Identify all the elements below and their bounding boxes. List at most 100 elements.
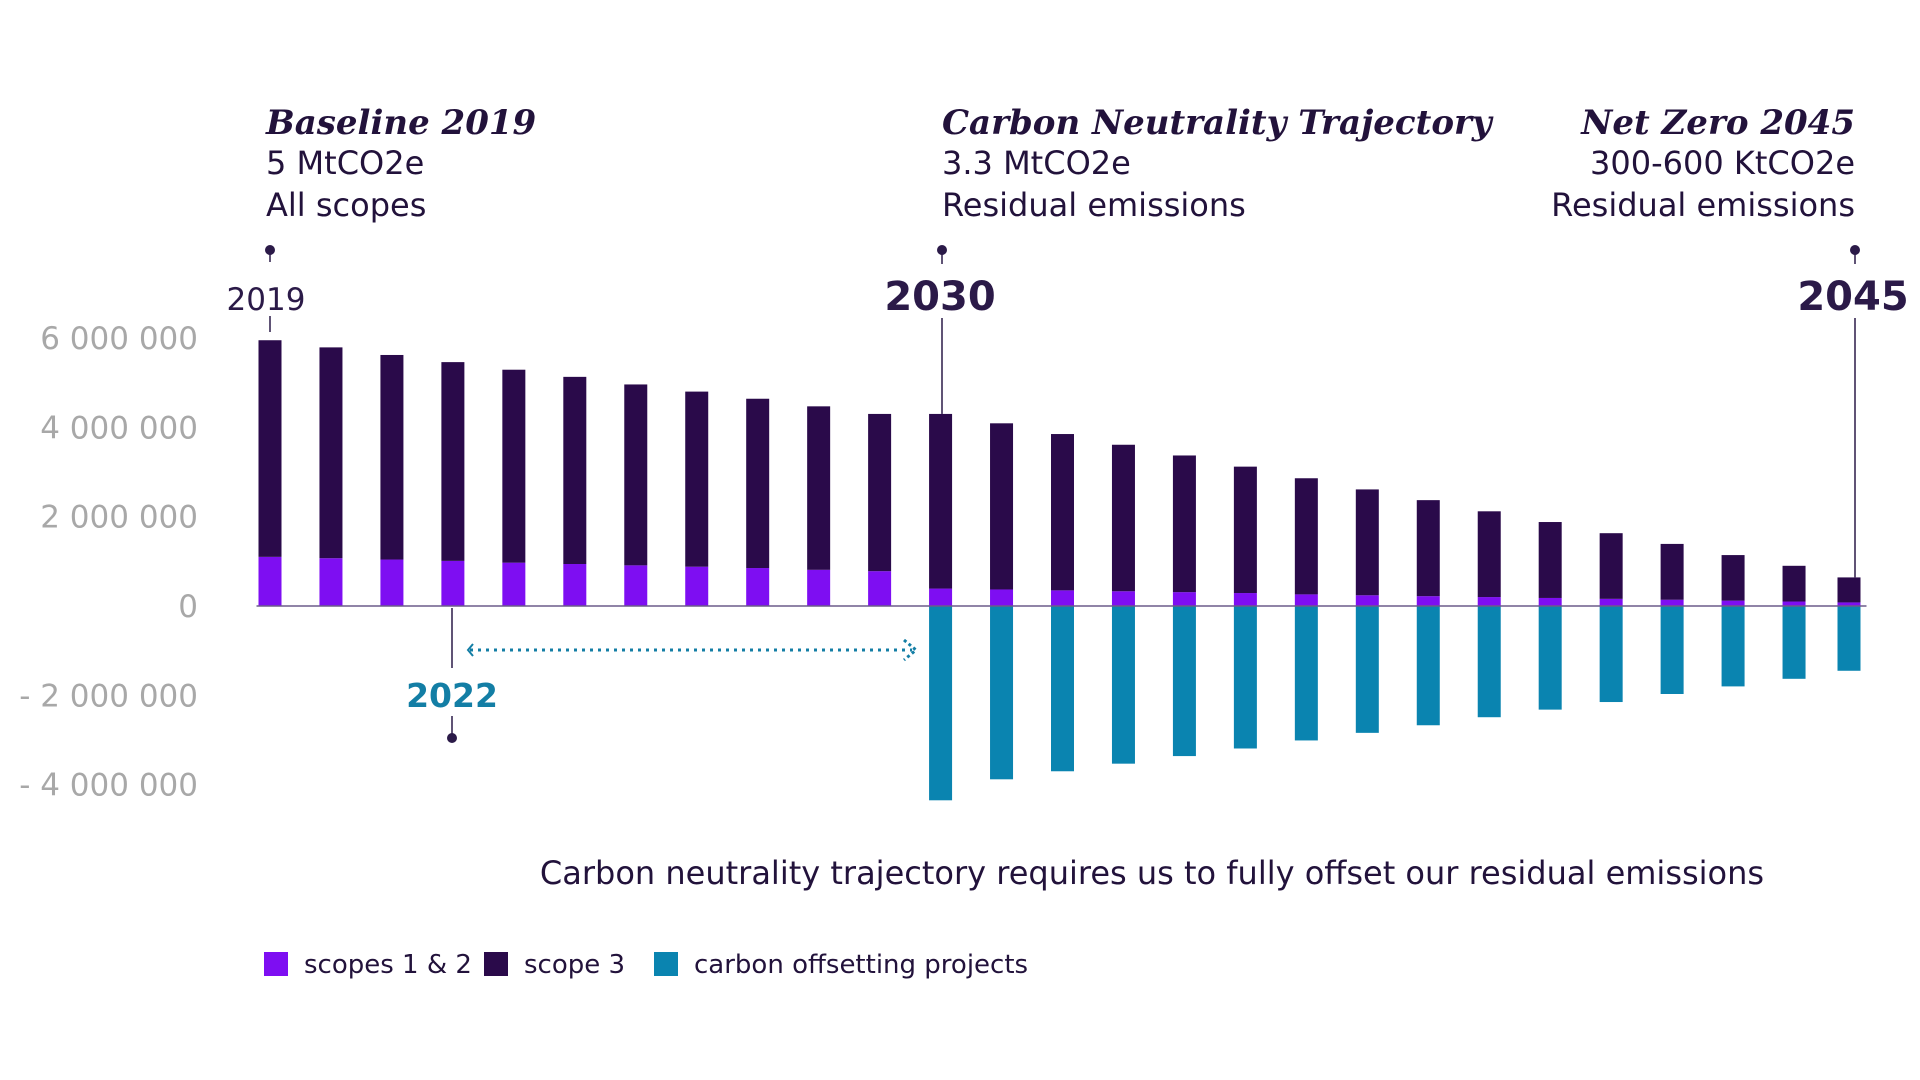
bar-scopes-1-2 xyxy=(1416,596,1440,606)
bar-offsetting xyxy=(1355,606,1379,733)
bar-scopes-1-2 xyxy=(1477,597,1501,606)
bar-offsetting xyxy=(1782,606,1806,679)
legend-swatch xyxy=(654,952,678,976)
bar-offsetting xyxy=(1111,606,1135,764)
bar-offsetting xyxy=(929,606,953,801)
y-tick-label: 0 xyxy=(178,589,198,625)
bar-scope-3 xyxy=(1599,533,1623,599)
trajectory-arrow-head xyxy=(903,638,919,662)
milestone-2019-label: 2019 xyxy=(227,282,306,318)
milestone-2030: 2030 xyxy=(884,245,996,414)
bar-scopes-1-2 xyxy=(380,559,404,606)
bar-scopes-1-2 xyxy=(1660,599,1684,606)
header-netzero: Net Zero 2045 300-600 KtCO2e Residual em… xyxy=(1551,103,1855,224)
bar-scopes-1-2 xyxy=(1172,592,1196,606)
bar-offsetting xyxy=(1660,606,1684,694)
header-neutrality-line1: 3.3 MtCO2e xyxy=(942,144,1131,182)
bar-offsetting xyxy=(1599,606,1623,703)
header-neutrality: Carbon Neutrality Trajectory 3.3 MtCO2e … xyxy=(942,103,1494,224)
header-neutrality-line2: Residual emissions xyxy=(942,186,1246,224)
milestone-2022-dot xyxy=(447,733,457,743)
bar-scopes-1-2 xyxy=(1837,602,1861,606)
bar-scope-3 xyxy=(441,362,465,561)
header-netzero-line1: 300-600 KtCO2e xyxy=(1590,144,1855,182)
bar-scopes-1-2 xyxy=(868,571,892,606)
y-tick-label: 4 000 000 xyxy=(40,410,198,446)
header-netzero-title: Net Zero 2045 xyxy=(1580,103,1855,143)
bar-scope-3 xyxy=(1538,522,1562,598)
chart-legend: scopes 1 & 2 scope 3 carbon offsetting pro… xyxy=(264,950,1028,980)
bar-scope-3 xyxy=(624,384,648,566)
bar-scope-3 xyxy=(1477,511,1501,598)
bar-scopes-1-2 xyxy=(1538,597,1562,606)
bar-scope-3 xyxy=(1294,478,1318,595)
bar-offsetting xyxy=(1051,606,1074,772)
bar-scopes-1-2 xyxy=(1111,591,1135,606)
bar-offsetting xyxy=(1294,606,1318,741)
bar-offsetting xyxy=(1416,606,1440,726)
legend-label: carbon offsetting projects xyxy=(694,950,1028,980)
bar-scopes-1-2 xyxy=(1782,601,1806,606)
bar-scopes-1-2 xyxy=(1721,600,1745,606)
bar-scopes-1-2 xyxy=(1233,593,1257,606)
bar-scope-3 xyxy=(1721,555,1745,601)
trajectory-arrow xyxy=(466,638,919,662)
bar-scope-3 xyxy=(1660,543,1684,600)
legend-swatch xyxy=(264,952,288,976)
header-netzero-line2: Residual emissions xyxy=(1551,186,1855,224)
y-tick-label: - 2 000 000 xyxy=(19,678,198,714)
bar-scope-3 xyxy=(258,340,282,557)
bar-scopes-1-2 xyxy=(624,565,648,606)
bar-scope-3 xyxy=(563,376,587,565)
chart-caption: Carbon neutrality trajectory requires us… xyxy=(540,854,1764,892)
bar-scope-3 xyxy=(1051,434,1074,591)
bar-scope-3 xyxy=(502,369,526,563)
legend-label: scope 3 xyxy=(524,950,625,980)
bar-scope-3 xyxy=(685,391,709,567)
header-baseline-title: Baseline 2019 xyxy=(265,103,536,143)
milestone-2045-label: 2045 xyxy=(1797,274,1908,320)
milestone-2019: 2019 xyxy=(227,245,306,332)
bar-offsetting xyxy=(1172,606,1196,757)
bar-scopes-1-2 xyxy=(807,569,831,606)
bar-scope-3 xyxy=(868,413,892,572)
bar-scope-3 xyxy=(1233,466,1257,594)
bar-scope-3 xyxy=(1416,500,1440,597)
y-axis-ticks: 6 000 000 4 000 000 2 000 000 0 - 2 000 000 -… xyxy=(19,321,198,804)
milestone-2045: 2045 xyxy=(1797,245,1909,578)
header-neutrality-title: Carbon Neutrality Trajectory xyxy=(942,103,1494,143)
bar-scopes-1-2 xyxy=(563,564,587,606)
bar-scopes-1-2 xyxy=(319,558,343,606)
bar-scopes-1-2 xyxy=(258,556,282,606)
bar-scopes-1-2 xyxy=(746,568,770,606)
bar-scope-3 xyxy=(929,413,953,589)
legend-swatch xyxy=(484,952,508,976)
bar-scopes-1-2 xyxy=(685,566,709,606)
bar-scope-3 xyxy=(1111,444,1135,592)
header-baseline: Baseline 2019 5 MtCO2e All scopes xyxy=(265,103,536,224)
bar-scopes-1-2 xyxy=(1051,590,1074,606)
bar-scope-3 xyxy=(1172,455,1196,593)
milestone-2022: 2022 xyxy=(406,608,498,743)
header-baseline-line2: All scopes xyxy=(266,186,426,224)
bars-group xyxy=(258,340,1861,801)
bar-offsetting xyxy=(1538,606,1562,710)
bar-scope-3 xyxy=(380,354,404,560)
bar-offsetting xyxy=(1477,606,1501,718)
y-tick-label: - 4 000 000 xyxy=(19,768,198,804)
milestone-2022-label: 2022 xyxy=(406,676,498,715)
bar-scope-3 xyxy=(746,398,770,569)
bar-scopes-1-2 xyxy=(1355,595,1379,606)
bar-scope-3 xyxy=(1782,565,1806,602)
header-baseline-line1: 5 MtCO2e xyxy=(266,144,424,182)
bar-scope-3 xyxy=(1355,489,1379,596)
bar-offsetting xyxy=(1721,606,1745,687)
bar-scopes-1-2 xyxy=(441,560,465,606)
bar-scopes-1-2 xyxy=(990,589,1014,606)
bar-offsetting xyxy=(1837,606,1861,671)
bar-scope-3 xyxy=(807,406,831,570)
milestone-2030-label: 2030 xyxy=(884,274,995,320)
bar-scopes-1-2 xyxy=(929,588,953,606)
trajectory-arrow-tail xyxy=(466,643,474,657)
legend-label: scopes 1 & 2 xyxy=(304,950,472,980)
